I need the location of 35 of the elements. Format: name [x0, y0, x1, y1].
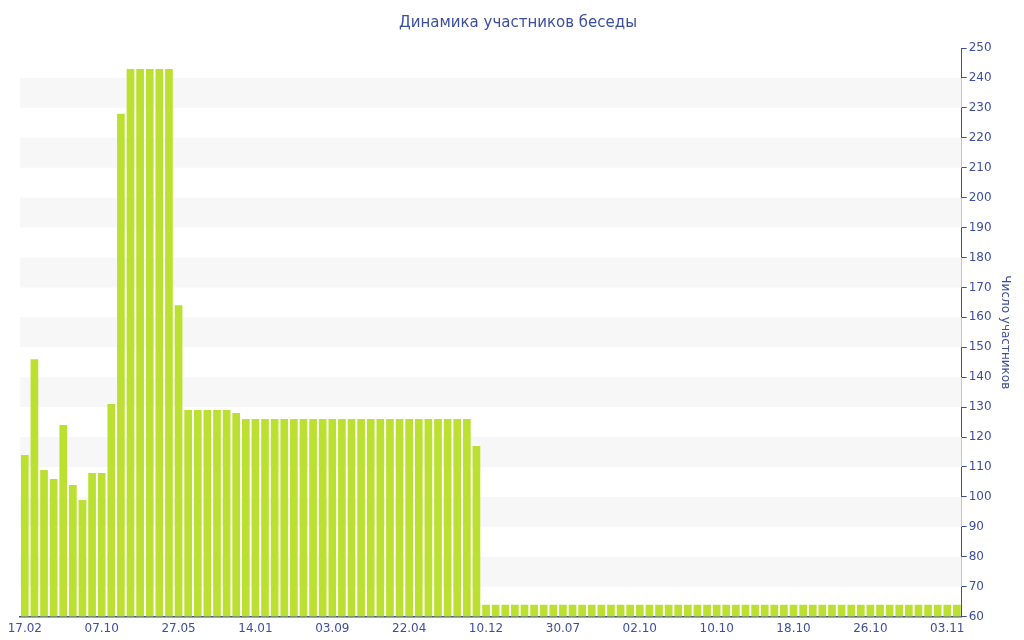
y-tick-label: 190	[968, 219, 992, 234]
y-tick-label: 250	[968, 40, 992, 55]
y-tick-label: 150	[968, 339, 992, 354]
y-tick-label: 70	[968, 578, 984, 593]
y-tick-label: 100	[968, 489, 992, 504]
y-tick-label: 170	[968, 279, 992, 294]
y-tick-label: 120	[968, 429, 992, 444]
x-tick-label: 26.10	[853, 620, 888, 635]
y-axis-title: Число участников	[998, 275, 1013, 390]
y-tick-label: 140	[968, 369, 992, 384]
y-tick-label: 230	[968, 99, 992, 114]
y-tick-label: 60	[968, 608, 984, 623]
x-tick-label: 02.10	[622, 620, 657, 635]
chart-title: Динамика участников беседы	[398, 12, 638, 31]
y-tick-label: 180	[968, 249, 992, 264]
x-tick-label: 27.05	[161, 620, 196, 635]
y-tick-label: 80	[968, 548, 984, 563]
y-tick-label: 210	[968, 159, 992, 174]
x-tick-label: 07.10	[84, 620, 119, 635]
y-tick-label: 110	[968, 459, 992, 474]
x-tick-label: 14.01	[238, 620, 273, 635]
y-tick-label: 200	[968, 189, 992, 204]
y-tick-label: 160	[968, 309, 992, 324]
x-tick-label: 18.10	[776, 620, 811, 635]
y-tick-label: 220	[968, 129, 992, 144]
y-tick-label: 130	[968, 399, 992, 414]
x-tick-label: 03.11	[930, 620, 965, 635]
y-tick-label: 90	[968, 518, 984, 533]
y-tick-label: 240	[968, 70, 992, 85]
x-tick-label: 03.09	[315, 620, 350, 635]
x-tick-label: 17.02	[7, 620, 42, 635]
x-tick-label: 10.12	[468, 620, 504, 635]
x-tick-label: 22.04	[391, 620, 427, 635]
x-tick-label: 30.07	[545, 620, 581, 635]
x-tick-label: 10.10	[699, 620, 734, 635]
